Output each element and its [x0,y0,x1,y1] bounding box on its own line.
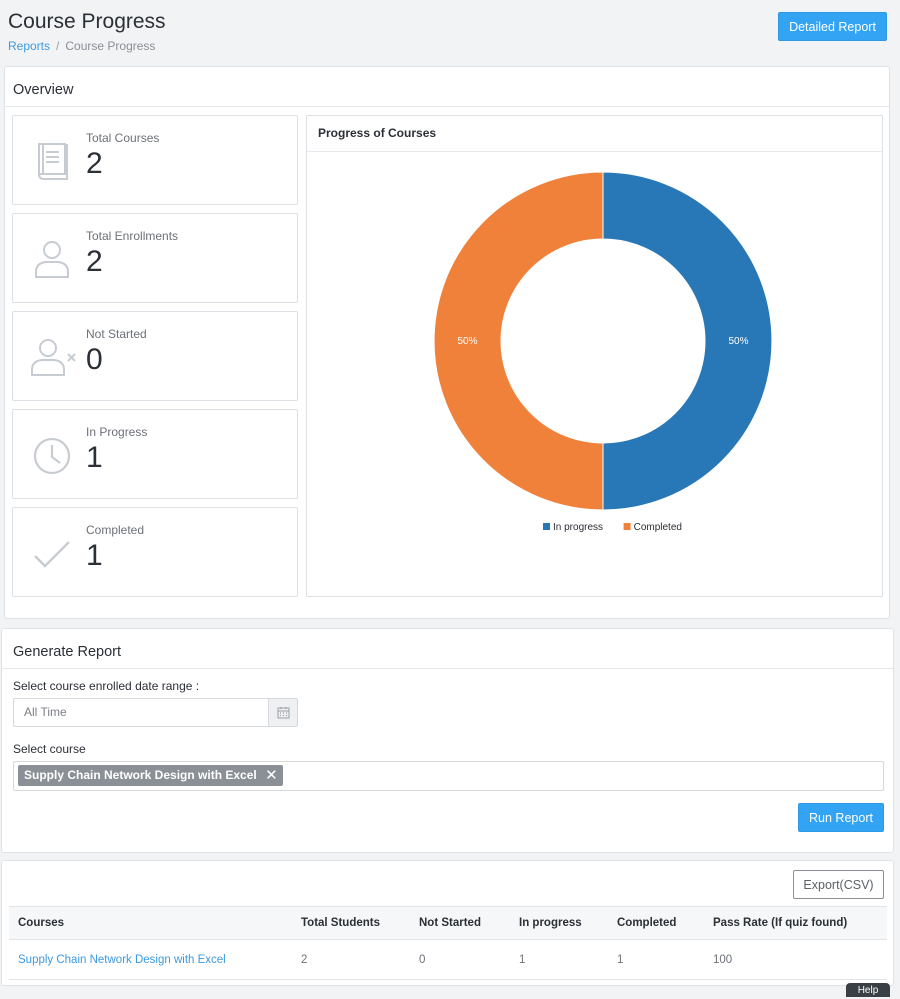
selected-course-tag: Supply Chain Network Design with Excel ✕ [18,765,283,786]
course-link[interactable]: Supply Chain Network Design with Excel [9,939,292,980]
table-row: Supply Chain Network Design with Excel 2… [9,939,887,980]
chart-title: Progress of Courses [307,116,882,152]
overview-title: Overview [5,67,889,107]
generate-report-panel: Generate Report Select course enrolled d… [1,628,894,853]
table-cell: 1 [608,939,704,980]
stat-card-in-progress: In Progress 1 [12,409,298,499]
clock-icon [33,437,71,475]
table-cell: 0 [410,939,510,980]
stat-value: 1 [86,441,103,474]
stat-value: 1 [86,539,103,572]
export-csv-button[interactable]: Export(CSV) [793,870,884,899]
results-table: Courses Total Students Not Started In pr… [9,906,887,980]
course-select[interactable]: Supply Chain Network Design with Excel ✕ [13,761,884,791]
date-range-input[interactable]: All Time [13,698,268,727]
column-header: Not Started [410,906,510,940]
page-title: Course Progress [8,10,166,33]
stat-label: Total Courses [86,131,160,145]
slice-data-label: 50% [457,336,477,347]
slice-data-label: 50% [728,336,748,347]
stat-card-not-started: Not Started 0 [12,311,298,401]
remove-tag-icon[interactable]: ✕ [265,767,278,784]
course-select-label: Select course [13,742,86,756]
results-panel: Export(CSV) Courses Total Students Not S… [1,860,894,986]
stat-label: In Progress [86,425,148,439]
date-range-label: Select course enrolled date range : [13,679,200,693]
legend-swatch [543,523,550,530]
generate-report-title: Generate Report [2,629,893,669]
table-cell: 2 [292,939,410,980]
selected-course-text: Supply Chain Network Design with Excel [24,768,257,782]
column-header: Courses [9,906,292,940]
donut-slice-completed[interactable] [433,171,604,511]
column-header: Completed [608,906,704,940]
column-header: Total Students [292,906,410,940]
legend-label[interactable]: In progress [553,522,603,533]
calendar-button[interactable] [268,698,298,727]
help-button[interactable]: Help [846,983,890,997]
breadcrumb-separator: / [56,39,60,53]
legend-label[interactable]: Completed [634,522,682,533]
breadcrumb: Reports / Course Progress [8,39,155,53]
table-cell: 1 [510,939,608,980]
donut-slice-in-progress[interactable] [602,171,773,511]
overview-panel: Overview Total Courses 2 Total Enrollmen… [4,66,890,619]
stat-value: 0 [86,343,103,376]
stat-label: Total Enrollments [86,229,179,243]
donut-chart: 50% 50% In progress Completed [433,171,773,533]
breadcrumb-current: Course Progress [65,39,156,53]
table-cell: 100 [704,939,887,980]
stat-label: Completed [86,523,145,537]
stat-label: Not Started [86,327,147,341]
column-header: In progress [510,906,608,940]
user-icon [35,241,69,278]
stat-card-total-enrollments: Total Enrollments 2 [12,213,298,303]
user-x-icon [31,339,76,376]
run-report-button[interactable]: Run Report [798,803,884,832]
stat-card-completed: Completed 1 [12,507,298,597]
book-icon [38,143,68,180]
detailed-report-button[interactable]: Detailed Report [778,12,887,41]
stat-value: 2 [86,147,103,180]
calendar-icon [277,707,289,719]
progress-chart-panel: Progress of Courses 50% 50% In progress Co… [306,115,883,597]
check-icon [34,541,70,568]
breadcrumb-reports-link[interactable]: Reports [8,39,51,53]
stat-card-total-courses: Total Courses 2 [12,115,298,205]
table-header-row: Courses Total Students Not Started In pr… [9,906,887,940]
column-header: Pass Rate (If quiz found) [704,906,887,940]
legend-swatch [623,523,631,530]
stat-value: 2 [86,245,103,278]
